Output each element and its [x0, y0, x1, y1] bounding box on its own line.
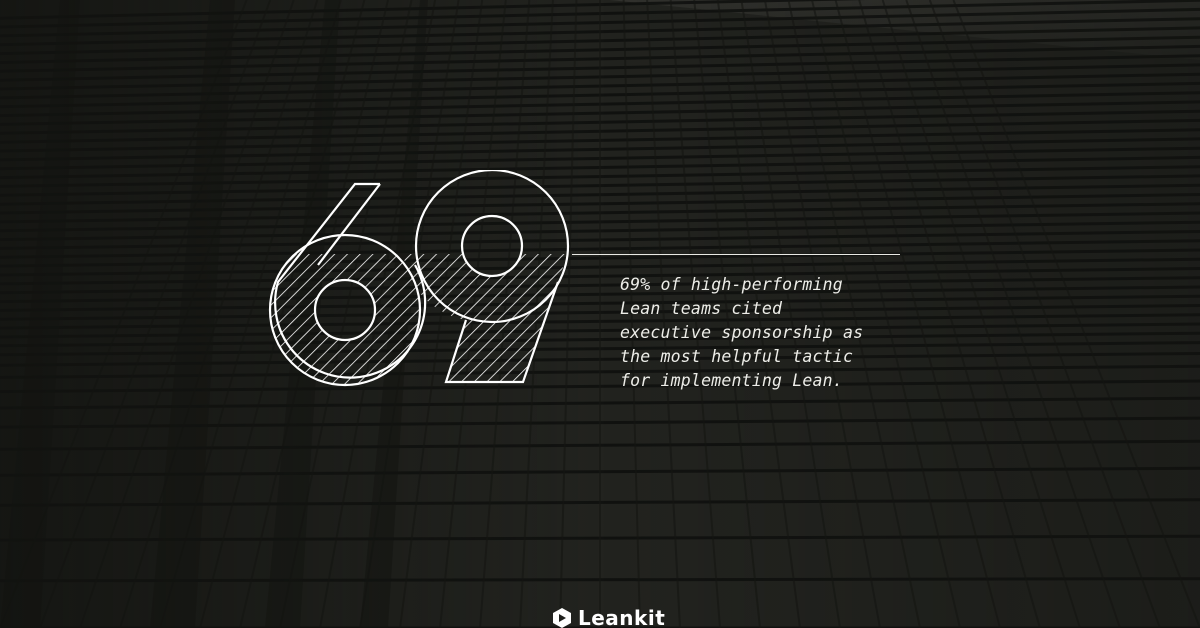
- divider-rule: [572, 254, 900, 255]
- digit-six: [268, 182, 427, 387]
- big-number-graphic: [268, 170, 570, 387]
- statistic-statement: 69% of high-performing Lean teams cited …: [620, 275, 864, 390]
- digit-nine: [414, 170, 570, 384]
- number-hatch-fill: [270, 254, 566, 385]
- brand-name: Leankit: [578, 606, 666, 628]
- leankit-logo-icon: [553, 608, 571, 628]
- brand-logo: Leankit: [552, 606, 665, 628]
